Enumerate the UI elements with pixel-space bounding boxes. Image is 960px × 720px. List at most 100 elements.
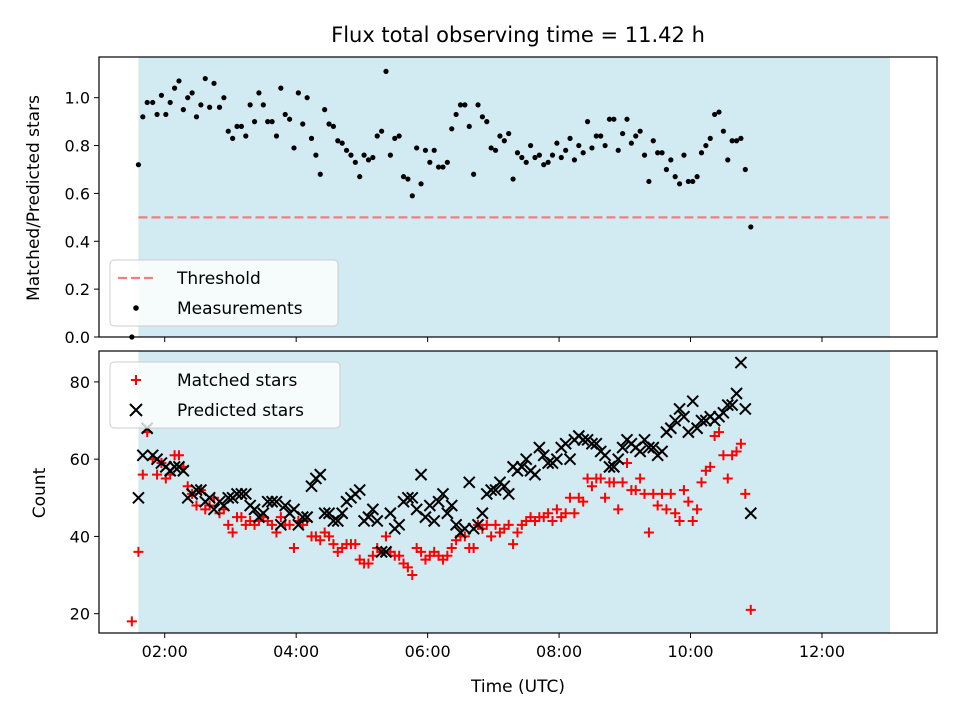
matched-star-point — [394, 550, 405, 561]
measurement-point — [624, 116, 630, 122]
measurement-point — [202, 75, 208, 82]
matched-star-point — [328, 539, 339, 550]
predicted-star-point — [576, 433, 590, 447]
predicted-star-point — [406, 491, 419, 505]
series-measurements — [129, 68, 754, 340]
predicted-star-point — [371, 514, 384, 528]
matched-star-point — [608, 477, 619, 488]
measurement-point — [685, 178, 691, 185]
measurement-point — [387, 152, 393, 158]
axes-frame — [98, 56, 938, 338]
predicted-star-point — [423, 499, 437, 512]
measurement-point — [668, 157, 674, 163]
measurement-point — [185, 95, 191, 101]
matched-star-point — [586, 481, 597, 492]
measurement-point — [167, 99, 173, 106]
measurement-point — [484, 119, 490, 125]
predicted-star-point — [432, 495, 445, 508]
measurement-point — [230, 135, 236, 141]
predicted-star-point — [230, 487, 244, 501]
measurement-point — [171, 85, 178, 91]
measurement-point — [681, 152, 687, 158]
measurement-point — [343, 147, 350, 153]
measurement-point — [291, 145, 297, 151]
measurement-point — [365, 157, 372, 163]
predicted-star-point — [498, 479, 511, 493]
matched-star-point — [486, 531, 497, 542]
measurement-point — [598, 133, 604, 139]
legend-box — [109, 361, 341, 429]
measurement-point — [444, 159, 450, 165]
predicted-star-point — [279, 499, 292, 512]
predicted-star-point — [235, 487, 248, 501]
matched-star-point — [652, 500, 663, 511]
ratio-panel: 0.0 0.2 0.4 0.6 0.8 1.0 Threshold Measurements — [65, 56, 938, 347]
measurement-point — [536, 152, 542, 158]
y-tick-label: 0.6 — [65, 184, 90, 203]
predicted-star-point — [563, 452, 577, 466]
matched-star-point — [446, 543, 457, 554]
predicted-star-point — [419, 510, 432, 524]
y-tick-label: 0.0 — [65, 328, 90, 347]
predicted-star-point — [607, 460, 621, 474]
measurement-point — [602, 142, 608, 149]
bottom-y-axis-label: Count — [30, 467, 50, 518]
legend-key-predicted — [129, 403, 143, 417]
matched-star-point — [565, 492, 576, 503]
measurement-point — [176, 78, 182, 84]
matched-star-point — [696, 477, 707, 488]
y-tick-label: 0.8 — [65, 137, 90, 156]
measurement-point — [720, 128, 726, 134]
predicted-star-point — [489, 483, 502, 497]
measurement-point — [308, 135, 315, 141]
figure-title: Flux total observing time = 11.42 h — [331, 23, 705, 47]
measurement-point — [453, 111, 459, 118]
measurement-point — [567, 135, 573, 141]
x-axis-label: Time (UTC) — [470, 677, 565, 697]
predicted-star-point — [265, 495, 279, 508]
matched-star-point — [714, 427, 725, 438]
measurement-point — [466, 123, 472, 130]
predicted-star-point — [721, 398, 734, 412]
measurement-point — [348, 152, 354, 158]
x-tick-label: 04:00 — [273, 642, 319, 661]
predicted-star-point — [203, 491, 216, 505]
predicted-star-point — [414, 468, 428, 481]
predicted-star-point — [744, 507, 757, 520]
matched-star-point — [745, 604, 756, 615]
measurement-point — [330, 123, 337, 130]
matched-star-point — [543, 508, 554, 519]
measurement-point — [304, 95, 310, 101]
measurement-point — [154, 111, 160, 118]
matched-star-point — [635, 473, 646, 484]
matched-star-point — [722, 473, 733, 484]
predicted-star-point — [168, 460, 181, 474]
measurement-point — [655, 150, 661, 156]
measurement-point — [335, 138, 341, 144]
predicted-star-point — [725, 398, 739, 412]
matched-star-point — [600, 492, 611, 503]
matched-star-point — [126, 616, 137, 627]
matched-star-point — [578, 496, 589, 507]
series-predicted-stars — [132, 356, 757, 559]
measurement-point — [457, 102, 464, 108]
predicted-star-point — [392, 518, 406, 532]
legend-label: Predicted stars — [177, 401, 304, 421]
predicted-star-point — [436, 487, 450, 501]
predicted-star-point — [248, 503, 261, 516]
measurement-point — [352, 159, 358, 165]
measurement-point — [422, 147, 429, 153]
measurement-point — [265, 119, 271, 125]
matched-star-point — [367, 550, 378, 561]
count-panel: 20 40 60 80 02:00 04:00 06:00 08:00 10:00 12:00 Ma… — [70, 350, 938, 661]
predicted-star-point — [655, 445, 669, 458]
measurement-point — [256, 90, 262, 96]
measurement-point — [545, 159, 551, 165]
matched-star-point — [661, 504, 672, 515]
measurement-point — [707, 135, 713, 141]
matched-star-point — [490, 519, 501, 530]
measurement-point — [163, 111, 169, 118]
measurement-point — [313, 152, 319, 158]
predicted-star-point — [647, 441, 660, 454]
matched-star-point — [227, 527, 238, 538]
